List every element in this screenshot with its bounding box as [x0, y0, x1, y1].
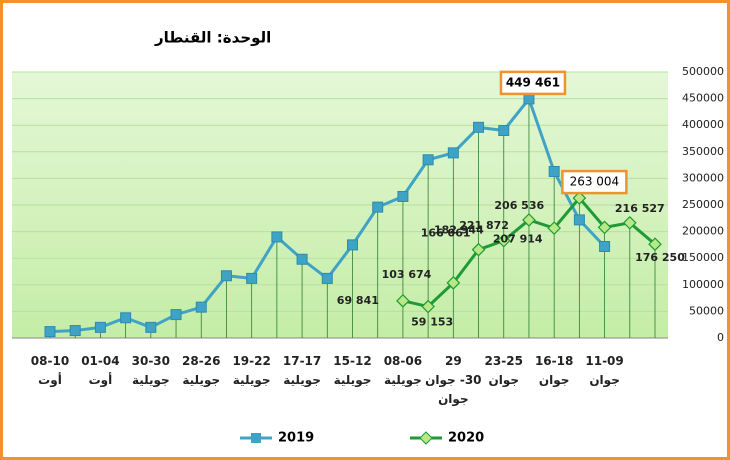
marker	[572, 191, 587, 205]
marker	[597, 220, 612, 235]
data-label: 103 674	[382, 268, 432, 281]
marker	[69, 325, 81, 337]
marker	[548, 165, 560, 177]
marker	[573, 214, 585, 226]
marker	[347, 239, 358, 251]
data-label: 166 061	[421, 227, 471, 240]
data-label: 263 004	[570, 175, 620, 189]
marker	[94, 321, 106, 333]
legend-label: 2019	[278, 431, 314, 446]
marker	[648, 237, 662, 252]
y-tick-label: 250000	[682, 198, 724, 211]
data-label: 59 153	[411, 316, 453, 329]
y-tick-label: 500000	[682, 65, 724, 78]
label-box	[561, 169, 628, 195]
marker	[422, 154, 434, 166]
marker	[220, 270, 232, 282]
data-label: 176 250	[635, 251, 685, 264]
y-tick-label: 200000	[682, 225, 724, 238]
marker	[447, 147, 459, 159]
marker	[523, 93, 535, 105]
data-label: 206 536	[494, 199, 544, 212]
legend-marker	[251, 433, 261, 443]
data-label: 207 914	[493, 232, 543, 245]
marker	[120, 312, 132, 324]
x-tick-label: 30-30 جويلية	[131, 354, 171, 387]
x-tick-label: 19-22 جويلية	[232, 354, 271, 387]
data-label: 449 461	[506, 75, 560, 89]
legend-label: 2020	[448, 431, 484, 446]
x-tick-label: 01-04 أوت	[81, 354, 120, 387]
marker	[397, 190, 409, 202]
legend-marker	[419, 431, 433, 445]
marker	[498, 125, 510, 137]
marker	[372, 201, 384, 213]
marker	[473, 121, 485, 133]
y-tick-label: 50000	[689, 304, 724, 317]
x-tick-label: 15-12 جويلية	[333, 354, 372, 387]
data-label: 69 841	[337, 294, 379, 307]
data-label: 216 527	[615, 202, 665, 215]
marker	[170, 309, 182, 321]
marker	[145, 321, 157, 333]
y-tick-label: 450000	[682, 92, 724, 105]
x-tick-label: 11-09 جوان	[585, 354, 624, 387]
marker	[547, 221, 562, 235]
data-label: 182 944	[434, 224, 484, 237]
marker	[522, 213, 536, 227]
x-tick-label: 23-25 جوان	[484, 354, 523, 387]
marker	[321, 272, 333, 284]
marker	[446, 275, 461, 290]
y-tick-label: 100000	[682, 278, 724, 291]
marker	[471, 242, 486, 257]
marker	[44, 326, 56, 338]
marker	[622, 215, 637, 230]
x-tick-label: 16-18 جوان	[534, 354, 574, 387]
x-tick-label: 17-17 جويلية	[282, 354, 322, 387]
y-tick-label: 150000	[682, 251, 724, 264]
y-tick-label: 350000	[682, 145, 724, 158]
chart-title: الوحدة: القنطار	[154, 29, 271, 47]
marker	[421, 299, 435, 314]
marker	[296, 253, 308, 265]
x-tick-label: 29 30- جوان جوان	[425, 354, 482, 406]
y-tick-label: 0	[717, 331, 724, 344]
x-tick-label: 08-10 أوت	[30, 354, 70, 387]
marker	[396, 293, 410, 308]
y-tick-label: 300000	[682, 171, 724, 184]
data-label: 221 872	[459, 219, 509, 232]
marker	[599, 240, 611, 252]
y-tick-label: 400000	[682, 118, 724, 131]
marker	[496, 233, 511, 248]
x-tick-label: 28-26 جويلية	[182, 354, 221, 387]
marker	[271, 231, 283, 243]
marker	[195, 301, 207, 313]
marker	[246, 272, 258, 284]
x-tick-label: 08-06 جويلية	[383, 354, 423, 387]
label-box	[499, 70, 567, 96]
